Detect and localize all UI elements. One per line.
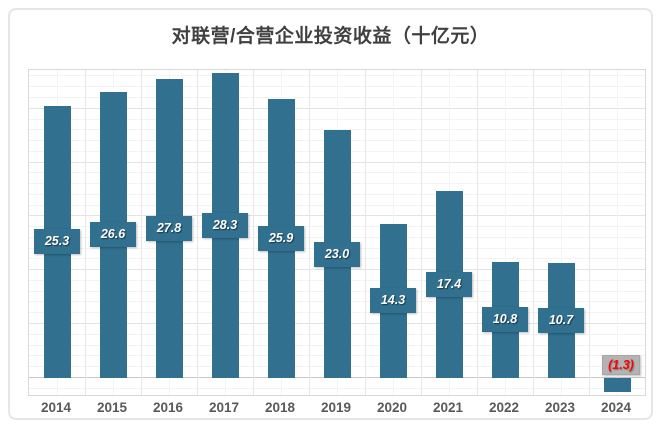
- bar-value-label: 23.0: [314, 241, 360, 267]
- major-gridline-v: [365, 70, 366, 395]
- chart-title: 对联营/合营企业投资收益（十亿元）: [171, 26, 490, 47]
- major-gridline-v: [589, 70, 590, 395]
- minor-gridline-v: [561, 70, 562, 395]
- major-gridline-v: [141, 70, 142, 395]
- bar-value-label: 26.6: [90, 222, 136, 248]
- bar-value-label: 28.3: [202, 213, 248, 239]
- x-axis-label: 2015: [96, 400, 128, 415]
- x-axis-label: 2022: [488, 400, 520, 415]
- minor-gridline-v: [617, 70, 618, 395]
- bar-value-label: 10.7: [538, 307, 584, 333]
- bar-value-label: 17.4: [426, 271, 472, 297]
- plot-area: 25.3 26.6 27.8 28.3 25.9 23.0 14.3 17.4 10.8 10.7…: [28, 69, 646, 396]
- x-axis: 2014 2015 2016 2017 2018 2019 2020 2021 2022 2023…: [28, 400, 644, 415]
- major-gridline-v: [533, 70, 534, 395]
- major-gridline-v: [421, 70, 422, 395]
- major-gridline-v: [253, 70, 254, 395]
- bar-value-label: 27.8: [146, 215, 192, 241]
- bar-2024: [603, 377, 631, 392]
- major-gridline-v: [85, 70, 86, 395]
- x-axis-label: 2014: [40, 400, 72, 415]
- bar-value-label: 14.3: [370, 288, 416, 314]
- major-gridline-v: [477, 70, 478, 395]
- x-axis-label: 2021: [432, 400, 464, 415]
- x-axis-label: 2016: [152, 400, 184, 415]
- x-axis-label: 2020: [376, 400, 408, 415]
- major-gridline-v: [309, 70, 310, 395]
- major-gridline-v: [197, 70, 198, 395]
- minor-gridline-v: [505, 70, 506, 395]
- bar-value-label: (1.3): [602, 354, 640, 375]
- x-axis-label: 2023: [544, 400, 576, 415]
- bar-value-label: 10.8: [482, 307, 528, 333]
- x-axis-label: 2018: [264, 400, 296, 415]
- x-axis-label: 2024: [600, 400, 632, 415]
- bar-value-label: 25.3: [34, 229, 80, 255]
- bar-value-label: 25.9: [258, 225, 304, 251]
- x-axis-label: 2017: [208, 400, 240, 415]
- x-axis-label: 2019: [320, 400, 352, 415]
- chart-frame: 对联营/合营企业投资收益（十亿元） 25.3 26.6 27.8 28.3 25.9 23…: [8, 8, 653, 420]
